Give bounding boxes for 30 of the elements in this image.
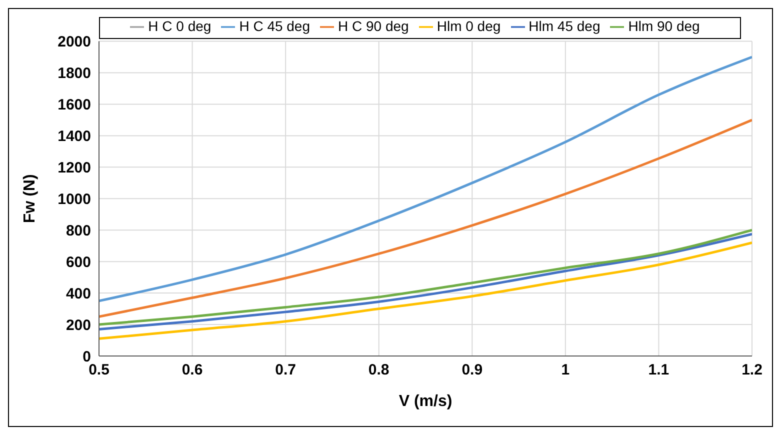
legend-label: H C 0 deg (148, 18, 212, 34)
x-tick-label: 0.6 (182, 362, 203, 379)
y-tick-label: 2000 (58, 34, 91, 51)
y-tick-label: 1000 (58, 190, 91, 208)
x-tick-label: 1.1 (648, 362, 670, 379)
y-tick-label: 1800 (58, 65, 91, 82)
y-axis-title: Fw (N) (22, 174, 39, 224)
legend-label: Hlm 90 deg (628, 18, 700, 34)
x-axis-title: V (m/s) (398, 393, 452, 410)
line-series (99, 118, 752, 318)
y-tick-label: 1400 (58, 128, 91, 146)
y-tick-label: 200 (66, 316, 91, 334)
x-tick-label: 1.2 (742, 362, 762, 379)
y-tick-label: 1200 (58, 160, 91, 177)
y-tick-label: 600 (66, 254, 91, 271)
line-series (99, 241, 752, 340)
legend-label: H C 90 deg (338, 18, 409, 34)
legend-label: H C 45 deg (239, 18, 310, 34)
y-tick-label: 400 (66, 285, 91, 302)
legend-label: Hlm 45 deg (528, 18, 600, 34)
x-tick-label: 1 (561, 362, 570, 379)
y-tick-label: 0 (82, 348, 91, 366)
x-tick-label: 0.5 (88, 362, 110, 379)
line-series (99, 56, 752, 302)
x-tick-label: 0.7 (275, 362, 296, 379)
x-tick-label: 0.9 (462, 362, 483, 379)
y-tick-label: 800 (66, 222, 91, 240)
y-tick-label: 1600 (58, 96, 91, 114)
legend-label: Hlm 0 deg (436, 18, 501, 34)
x-tick-label: 0.8 (368, 362, 390, 379)
